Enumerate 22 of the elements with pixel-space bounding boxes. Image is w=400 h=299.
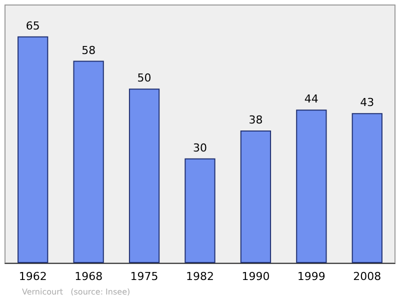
bar xyxy=(18,36,48,263)
x-tick-label: 1999 xyxy=(297,270,326,283)
x-tick-label: 1975 xyxy=(130,270,158,283)
data-label: 43 xyxy=(360,96,374,110)
data-label: 65 xyxy=(26,19,40,32)
data-label: 44 xyxy=(304,92,318,106)
bar xyxy=(128,88,160,263)
bar xyxy=(296,110,327,263)
x-tick-label: 1962 xyxy=(18,270,47,283)
text: Vernicourt (source: Insee) xyxy=(22,288,130,296)
x-tick-label: 1982 xyxy=(186,270,214,283)
bar xyxy=(184,158,216,263)
bar xyxy=(240,130,272,263)
x-tick-label: 1990 xyxy=(242,270,270,283)
data-label: 30 xyxy=(193,141,207,154)
bar xyxy=(352,113,382,263)
data-label: 58 xyxy=(82,44,96,57)
x-tick-label: 1968 xyxy=(74,270,103,283)
bar xyxy=(73,60,104,263)
data-label: 50 xyxy=(137,72,152,85)
data-label: 38 xyxy=(248,114,263,127)
x-tick-label: 2008 xyxy=(353,270,382,283)
